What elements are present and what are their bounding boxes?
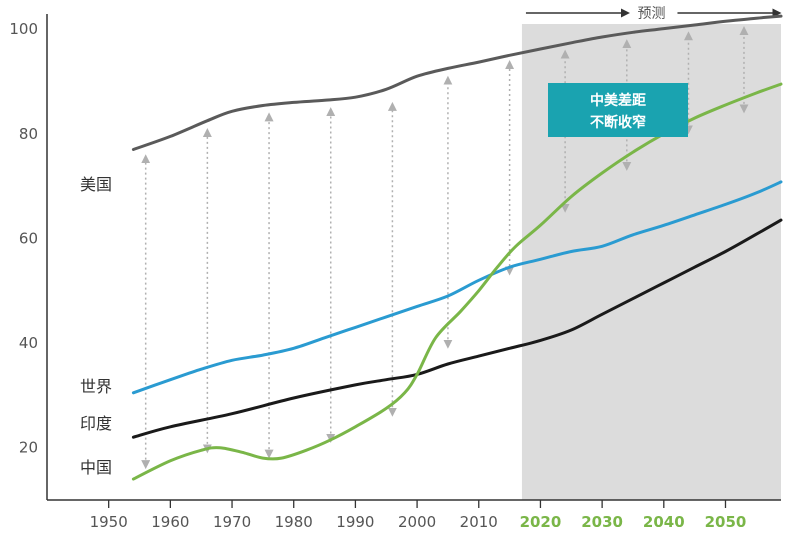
gap-arrows bbox=[141, 26, 749, 470]
series-label-world: 世界 bbox=[80, 377, 112, 396]
series-lines bbox=[131, 14, 783, 481]
x-tick-label-forecast: 2040 bbox=[643, 513, 685, 531]
series-labels: 美国 世界 印度 中国 bbox=[80, 175, 112, 477]
x-tick-label: 1970 bbox=[213, 513, 251, 531]
series-label-china: 中国 bbox=[80, 458, 112, 477]
gap-callout-line: 中美差距 bbox=[590, 92, 646, 109]
y-tick-label: 80 bbox=[19, 125, 38, 143]
series-line-india bbox=[131, 218, 783, 439]
y-tick-label: 60 bbox=[19, 229, 38, 247]
x-tick-label: 1950 bbox=[90, 513, 128, 531]
x-tick-label: 1960 bbox=[151, 513, 189, 531]
y-tick-label: 40 bbox=[19, 334, 38, 352]
gap-callout-line: 不断收窄 bbox=[590, 114, 646, 131]
gap-callout-box bbox=[548, 83, 688, 137]
x-tick-label-forecast: 2030 bbox=[581, 513, 623, 531]
gap-callout: 中美差距 不断收窄 bbox=[548, 83, 688, 137]
y-tick-label: 20 bbox=[19, 439, 38, 457]
x-tick-label-forecast: 2020 bbox=[520, 513, 562, 531]
series-line-china bbox=[131, 82, 783, 481]
series-line-usa bbox=[131, 14, 783, 151]
y-tick-label: 100 bbox=[9, 20, 38, 38]
x-tick-label: 1990 bbox=[336, 513, 374, 531]
series-label-usa: 美国 bbox=[80, 175, 112, 194]
series-label-india: 印度 bbox=[80, 414, 112, 433]
x-tick-label: 2010 bbox=[460, 513, 498, 531]
series-line-world bbox=[131, 180, 783, 395]
x-tick-labels: 1950 1960 1970 1980 1990 2000 2010 2020 … bbox=[90, 513, 747, 531]
y-tick-labels: 20 40 60 80 100 bbox=[9, 20, 38, 457]
x-tick-label: 2000 bbox=[398, 513, 436, 531]
x-tick-marks bbox=[108, 500, 727, 508]
x-tick-label-forecast: 2050 bbox=[705, 513, 747, 531]
x-tick-label: 1980 bbox=[275, 513, 313, 531]
forecast-banner: 预测 bbox=[525, 6, 782, 22]
forecast-label: 预测 bbox=[637, 6, 665, 22]
